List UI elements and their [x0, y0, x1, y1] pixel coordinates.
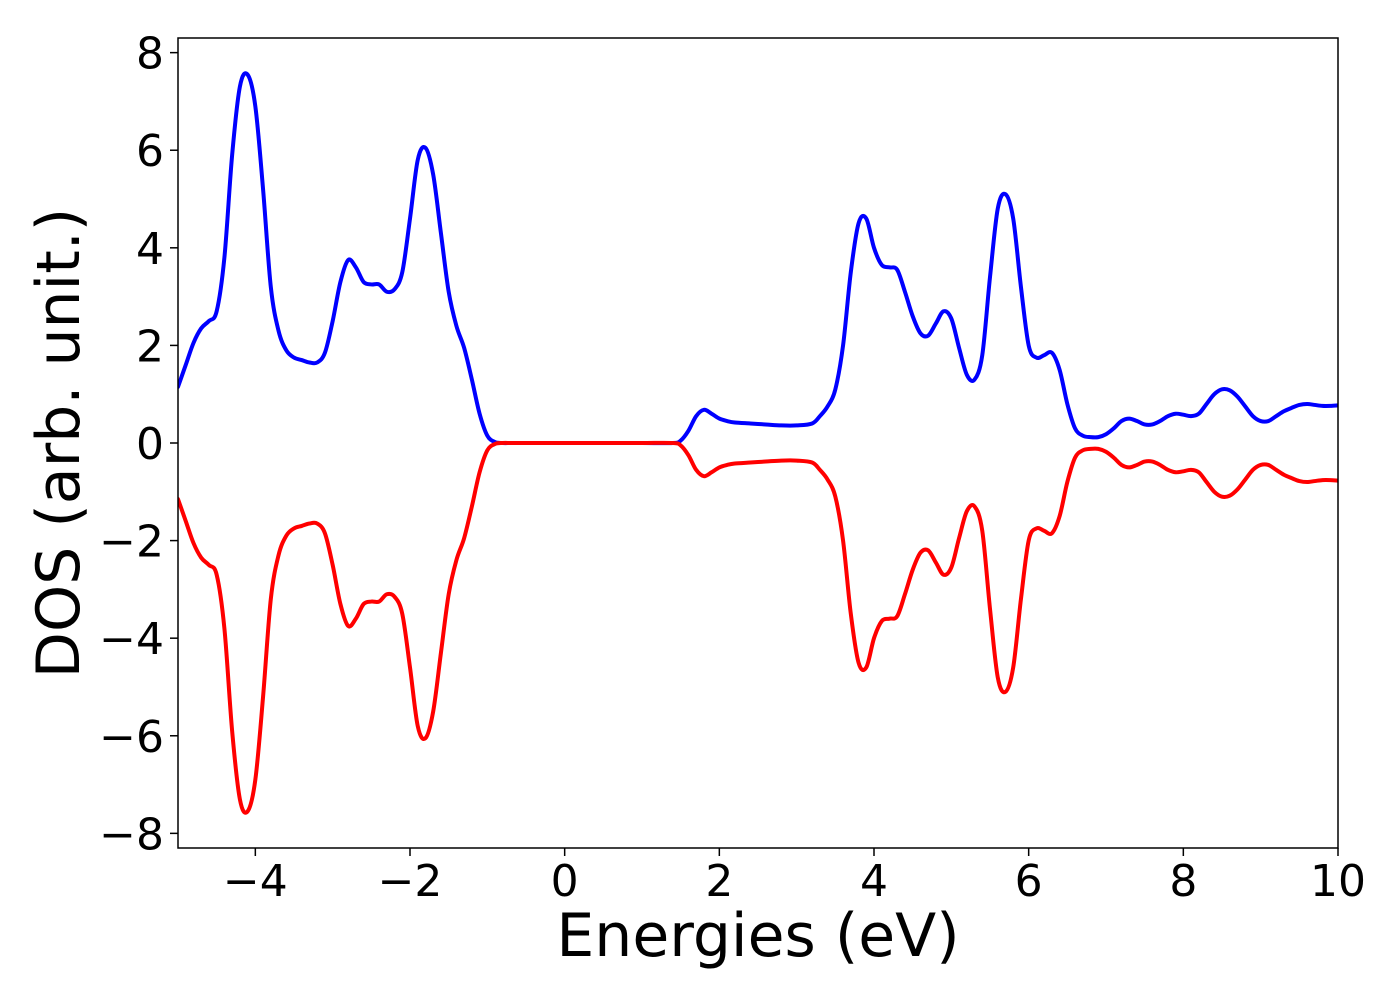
- y-tick-label: 0: [136, 419, 164, 470]
- y-tick-label: 4: [136, 224, 164, 275]
- y-tick-label: −6: [99, 712, 164, 763]
- y-tick-label: 8: [136, 29, 164, 80]
- x-tick-label: 4: [860, 856, 888, 907]
- y-axis: 8 6 4 2 0 −2 −4 −6 −8: [99, 29, 178, 860]
- series-line-2: [178, 440, 1338, 815]
- x-axis-label: Energies (eV): [556, 901, 959, 971]
- y-tick-label: 2: [136, 321, 164, 372]
- x-tick-label: −2: [378, 856, 443, 907]
- y-tick-label: −4: [99, 614, 164, 665]
- y-axis-label: DOS (arb. unit.): [24, 208, 94, 678]
- x-tick-label: −4: [223, 856, 288, 907]
- series-layer: [178, 71, 1338, 815]
- x-axis: −4 −2 0 2 4 6 8 10: [223, 848, 1366, 907]
- y-tick-label: −2: [99, 517, 164, 568]
- x-tick-label: 10: [1310, 856, 1366, 907]
- y-tick-label: −8: [99, 809, 164, 860]
- x-tick-label: 2: [705, 856, 733, 907]
- series-line-1: [178, 71, 1338, 446]
- x-tick-label: 6: [1015, 856, 1043, 907]
- x-tick-label: 0: [551, 856, 579, 907]
- x-tick-label: 8: [1169, 856, 1197, 907]
- y-tick-label: 6: [136, 126, 164, 177]
